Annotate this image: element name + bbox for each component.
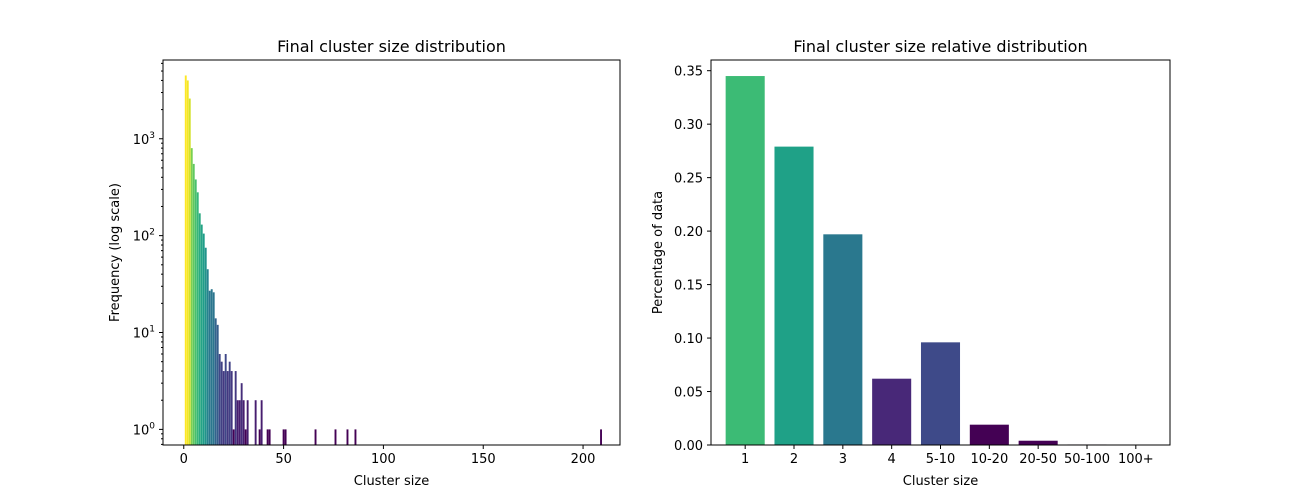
category-bar: [921, 342, 960, 445]
category-bar: [1019, 441, 1058, 445]
x-axis-ticks: 1 2 3 4 5-10 10-20 20-50 50-100 100+: [741, 445, 1154, 467]
histogram-bar: [213, 292, 215, 445]
histogram-bar: [261, 400, 263, 445]
x-tick-label: 2: [790, 452, 798, 467]
histogram-bar: [241, 383, 243, 445]
category-bar: [726, 76, 765, 445]
category-bar: [872, 379, 911, 445]
histogram-bar: [187, 80, 189, 445]
x-tick-label: 5-10: [926, 452, 956, 467]
histogram-bar: [269, 429, 271, 445]
x-tick-label: 20-50: [1019, 452, 1057, 467]
histogram-bar: [227, 371, 229, 445]
y-tick-label: 0.35: [674, 65, 703, 80]
histogram-bar: [267, 429, 269, 445]
category-bar: [823, 234, 862, 445]
cluster-size-relative-chart: Final cluster size relative distribution…: [651, 37, 1170, 489]
x-tick-label: 100: [371, 452, 396, 467]
x-tick-label: 10-20: [970, 452, 1008, 467]
x-tick-label: 4: [888, 452, 896, 467]
histogram-bar: [201, 225, 203, 445]
histogram-bar: [235, 371, 237, 445]
cluster-size-histogram: Final cluster size distribution 0 50 100 15…: [108, 37, 620, 489]
histogram-bar: [231, 371, 233, 445]
x-tick-label: 50: [275, 452, 292, 467]
chart-title: Final cluster size distribution: [277, 37, 506, 56]
category-bar: [970, 425, 1009, 445]
histogram-bar: [283, 429, 285, 445]
histogram-bar: [355, 429, 357, 445]
y-tick-label: 0.00: [674, 439, 703, 454]
histogram-bar: [203, 234, 205, 445]
histogram-bar: [237, 400, 239, 445]
relative-bars: [726, 76, 1156, 445]
histogram-bar: [185, 75, 187, 445]
y-axis-label: Frequency (log scale): [108, 183, 123, 322]
x-tick-label: 3: [839, 452, 847, 467]
histogram-bar: [217, 325, 219, 445]
histogram-bar: [259, 429, 261, 445]
histogram-bar: [335, 429, 337, 445]
y-tick-label: 103: [133, 131, 155, 148]
histogram-bar: [255, 400, 257, 445]
histogram-bar: [219, 354, 221, 445]
histogram-bar: [197, 192, 199, 445]
y-axis-ticks: 100 101 102 103: [133, 63, 163, 444]
y-tick-label: 102: [133, 228, 155, 245]
x-tick-label: 50-100: [1064, 452, 1110, 467]
chart-title: Final cluster size relative distribution: [793, 37, 1087, 56]
histogram-bar: [199, 213, 201, 445]
histogram-bar: [239, 400, 241, 445]
histogram-bar: [247, 400, 249, 445]
histogram-bar: [195, 179, 197, 445]
histogram-bar: [243, 400, 245, 445]
x-tick-label: 100+: [1118, 452, 1154, 467]
x-axis-label: Cluster size: [903, 474, 978, 489]
y-tick-label: 0.20: [674, 225, 703, 240]
histogram-bar: [193, 164, 195, 445]
x-axis-label: Cluster size: [354, 474, 429, 489]
histogram-bar: [189, 99, 191, 445]
y-tick-label: 0.25: [674, 172, 703, 187]
category-bar: [774, 147, 813, 445]
histogram-bar: [233, 429, 235, 445]
histogram-bar: [225, 354, 227, 445]
histogram-bar: [205, 248, 207, 445]
x-tick-label: 200: [571, 452, 596, 467]
x-tick-label: 1: [741, 452, 749, 467]
histogram-bar: [215, 318, 217, 445]
histogram-bar: [211, 289, 213, 445]
y-tick-label: 0.05: [674, 386, 703, 401]
histogram-bars: [185, 75, 602, 445]
histogram-bar: [347, 429, 349, 445]
histogram-bar: [315, 429, 317, 445]
y-tick-label: 0.15: [674, 279, 703, 294]
histogram-bar: [229, 362, 231, 445]
y-tick-label: 0.10: [674, 332, 703, 347]
y-axis-ticks: 0.00 0.05 0.10 0.15 0.20 0.25 0.30 0.35: [674, 65, 711, 454]
histogram-bar: [207, 269, 209, 445]
y-axis-label: Percentage of data: [651, 191, 666, 314]
x-axis-ticks: 0 50 100 150 200: [180, 445, 596, 467]
y-tick-label: 101: [133, 325, 155, 342]
histogram-bar: [221, 362, 223, 445]
x-tick-label: 150: [471, 452, 496, 467]
y-tick-label: 100: [133, 421, 156, 438]
x-tick-label: 0: [180, 452, 188, 467]
histogram-bar: [600, 429, 602, 445]
histogram-bar: [223, 371, 225, 445]
histogram-bar: [209, 291, 211, 445]
histogram-bar: [285, 429, 287, 445]
histogram-bar: [245, 429, 247, 445]
y-tick-label: 0.30: [674, 118, 703, 133]
histogram-bar: [191, 148, 193, 445]
